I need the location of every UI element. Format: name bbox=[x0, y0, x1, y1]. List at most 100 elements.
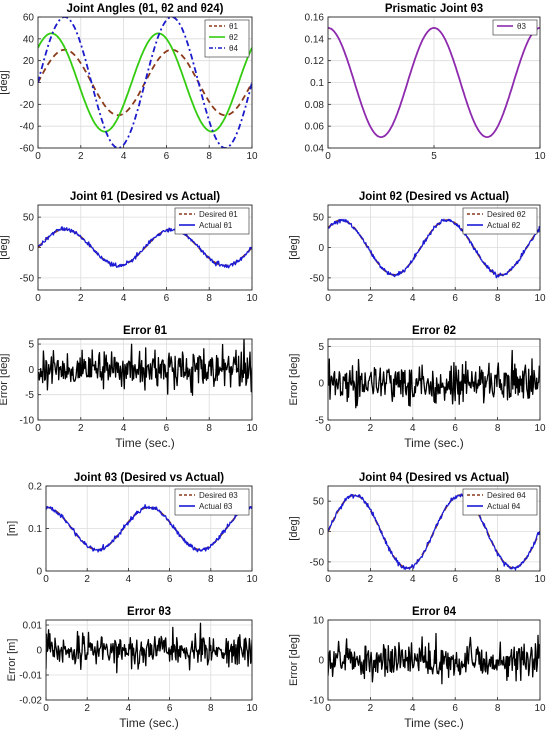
x-tick-label: 2 bbox=[78, 151, 84, 162]
x-tick-label: 8 bbox=[208, 574, 214, 585]
x-tick-label: 8 bbox=[495, 293, 501, 304]
legend-box bbox=[174, 207, 250, 235]
y-tick-label: -50 bbox=[310, 273, 325, 284]
y-tick-label: -50 bbox=[20, 273, 35, 284]
chart-7: 0 2 4 6 8 10 0 0.1 0.2 Joint θ3 (Desired vs Actua… bbox=[6, 472, 258, 585]
chart-title: Joint θ3 (Desired vs Actual) bbox=[74, 472, 224, 484]
y-tick-label: 10 bbox=[313, 616, 325, 627]
y-axis-label: [deg] bbox=[288, 516, 300, 540]
x-tick-label: 6 bbox=[452, 574, 458, 585]
legend: Desired θ1 Actual θ1 bbox=[174, 207, 250, 235]
axes-box bbox=[37, 16, 253, 149]
x-tick-label: 5 bbox=[431, 151, 437, 162]
y-tick-label: 5 bbox=[28, 340, 34, 351]
series-line-2 bbox=[328, 218, 540, 279]
legend: Desired θ3 Actual θ3 bbox=[174, 488, 250, 516]
x-tick-label: 2 bbox=[368, 574, 374, 585]
chart-title: Error θ4 bbox=[412, 606, 457, 618]
x-tick-label: 10 bbox=[534, 151, 546, 162]
y-tick-label: 20 bbox=[23, 56, 35, 67]
y-axis-label: [m] bbox=[6, 521, 18, 536]
y-axis-label: [deg] bbox=[0, 235, 10, 259]
chart-title: Error θ2 bbox=[412, 325, 456, 337]
x-tick-label: 6 bbox=[164, 293, 170, 304]
chart-2: 0 5 10 0.04 0.06 0.08 0.1 0.12 0.14 0.16 Prismatic… bbox=[305, 3, 546, 162]
y-tick-label: -5 bbox=[315, 416, 324, 427]
x-tick-label: 6 bbox=[167, 703, 173, 714]
y-tick-label: 0 bbox=[318, 243, 324, 254]
y-tick-label: -50 bbox=[310, 557, 325, 568]
y-tick-label: 0.2 bbox=[28, 482, 42, 493]
x-tick-label: 6 bbox=[452, 293, 458, 304]
axes-box bbox=[327, 338, 541, 421]
y-tick-label: -40 bbox=[20, 122, 35, 133]
y-axis-label: Error [deg] bbox=[288, 634, 300, 686]
axes-box bbox=[37, 338, 253, 421]
legend-box bbox=[462, 488, 538, 516]
axes-box bbox=[45, 619, 253, 701]
x-tick-label: 4 bbox=[121, 423, 127, 434]
legend-label: θ3 bbox=[517, 22, 526, 31]
chart-title: Joint θ4 (Desired vs Actual) bbox=[359, 472, 509, 484]
legend-label: Actual θ2 bbox=[487, 221, 521, 230]
legend-label: θ1 bbox=[229, 22, 238, 31]
x-tick-label: 10 bbox=[246, 151, 258, 162]
y-tick-label: 40 bbox=[23, 34, 35, 45]
x-axis-label: Time (sec.) bbox=[404, 716, 464, 730]
x-tick-label: 10 bbox=[246, 703, 258, 714]
y-tick-label: 0 bbox=[28, 78, 34, 89]
x-tick-label: 10 bbox=[246, 574, 258, 585]
x-tick-label: 4 bbox=[410, 423, 416, 434]
y-tick-label: 0 bbox=[36, 567, 42, 578]
x-tick-label: 4 bbox=[126, 574, 132, 585]
x-tick-label: 2 bbox=[78, 293, 84, 304]
y-tick-label: -5 bbox=[25, 390, 34, 401]
y-tick-label: -10 bbox=[20, 416, 35, 427]
legend-box bbox=[492, 19, 538, 36]
series-line-3 bbox=[38, 17, 252, 148]
x-axis-label: Time (sec.) bbox=[404, 436, 464, 450]
legend-label: Desired θ4 bbox=[487, 491, 526, 500]
x-tick-label: 6 bbox=[452, 423, 458, 434]
y-tick-label: 0.14 bbox=[305, 34, 325, 45]
series-line-2 bbox=[328, 493, 540, 571]
y-tick-label: 0.16 bbox=[305, 13, 325, 24]
legend-box bbox=[462, 207, 538, 235]
y-tick-label: 0.12 bbox=[305, 56, 325, 67]
series-line bbox=[38, 339, 252, 396]
x-tick-label: 8 bbox=[206, 423, 212, 434]
chart-title: Error θ1 bbox=[123, 325, 168, 337]
y-tick-label: 0.04 bbox=[305, 144, 325, 155]
y-tick-label: 0 bbox=[318, 527, 324, 538]
y-tick-label: -20 bbox=[20, 100, 35, 111]
x-tick-label: 0 bbox=[325, 151, 331, 162]
chart-title: Joint θ1 (Desired vs Actual) bbox=[70, 191, 220, 203]
y-tick-label: -0.01 bbox=[19, 671, 42, 682]
legend-label: Actual θ1 bbox=[199, 221, 233, 230]
x-tick-label: 0 bbox=[325, 423, 331, 434]
x-axis-label: Time (sec.) bbox=[115, 436, 175, 450]
y-axis-label: Error [deg] bbox=[0, 354, 10, 406]
y-axis-label: [deg] bbox=[288, 235, 300, 259]
x-tick-label: 2 bbox=[368, 293, 374, 304]
axes-box bbox=[37, 204, 253, 291]
legend-box bbox=[174, 488, 250, 516]
axes-box bbox=[327, 619, 541, 701]
series-line-2 bbox=[38, 32, 252, 133]
y-tick-label: 50 bbox=[313, 213, 325, 224]
x-tick-label: 2 bbox=[368, 703, 374, 714]
x-tick-label: 10 bbox=[534, 703, 546, 714]
x-tick-label: 8 bbox=[495, 703, 501, 714]
legend-label: Actual θ4 bbox=[487, 502, 521, 511]
x-tick-label: 4 bbox=[410, 703, 416, 714]
legend-label: θ4 bbox=[229, 44, 238, 53]
x-tick-label: 6 bbox=[164, 423, 170, 434]
x-tick-label: 4 bbox=[121, 293, 127, 304]
chart-title: Joint θ2 (Desired vs Actual) bbox=[359, 191, 509, 203]
x-tick-label: 0 bbox=[43, 574, 49, 585]
x-tick-label: 8 bbox=[495, 574, 501, 585]
x-tick-label: 4 bbox=[121, 151, 127, 162]
